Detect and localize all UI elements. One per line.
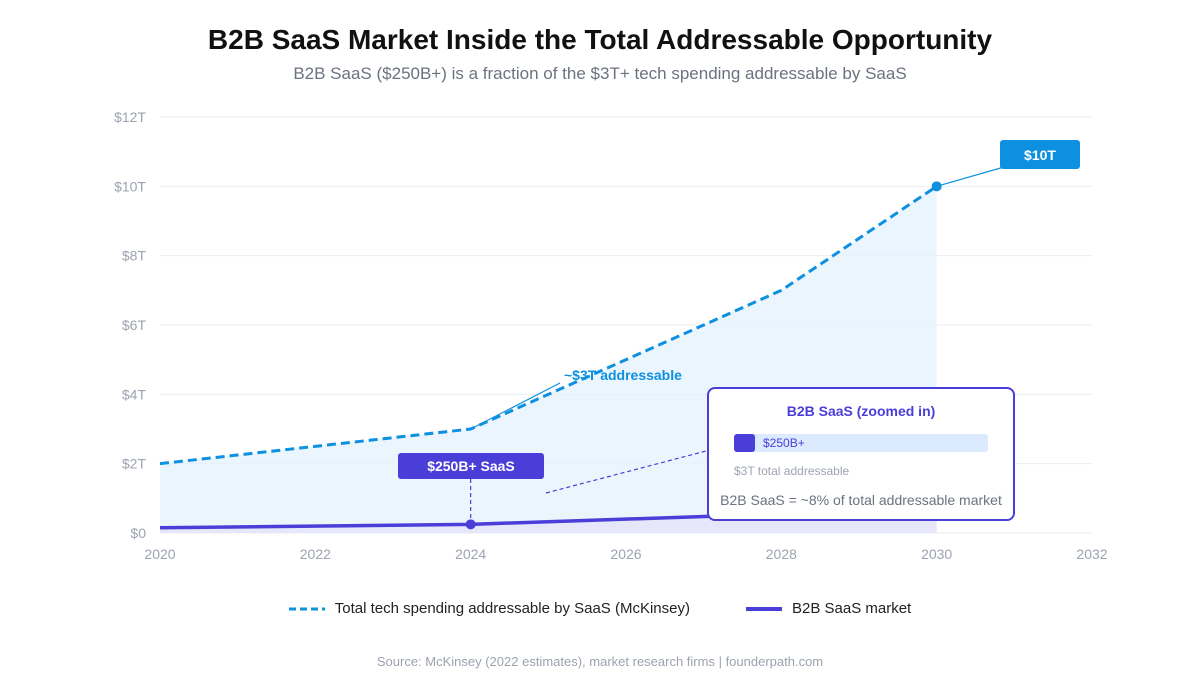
legend: Total tech spending addressable by SaaS …: [0, 600, 1200, 617]
legend-item-total: Total tech spending addressable by SaaS …: [288, 600, 690, 617]
series-line-total: [159, 185, 938, 466]
data-point-2024: [465, 519, 476, 530]
y-tick-label: $10T: [114, 178, 146, 194]
legend-label: B2B SaaS market: [791, 600, 912, 617]
x-tick-label: 2032: [1076, 546, 1107, 562]
y-tick-label: $12T: [114, 109, 146, 125]
y-tick-label: $2T: [122, 456, 147, 472]
y-tick-label: $6T: [122, 317, 147, 333]
zoom-bar-track: $250B+: [734, 434, 988, 452]
x-tick-label: 2030: [921, 546, 952, 562]
chart-title: B2B SaaS Market Inside the Total Address…: [207, 24, 993, 55]
zoom-inset: B2B SaaS (zoomed in) $250B+ $3T total ad…: [707, 387, 1015, 521]
label-saas: $250B+ SaaS: [427, 458, 515, 474]
annotation-leader: [470, 382, 561, 430]
zoom-bar-fill: [734, 434, 756, 452]
x-tick-label: 2028: [766, 546, 797, 562]
chart-subtitle: B2B SaaS ($250B+) is a fraction of the $…: [293, 64, 907, 83]
legend-swatch-solid: [745, 606, 782, 611]
label-saas-box: [398, 453, 544, 479]
x-tick-label: 2024: [455, 546, 486, 562]
legend-swatch-dashed: [288, 607, 325, 610]
label-10t-box: [1000, 140, 1080, 169]
x-tick-label: 2022: [300, 546, 331, 562]
zoom-percentage: B2B SaaS = ~8% of total addressable mark…: [720, 492, 1002, 508]
zoom-total: $3T total addressable: [734, 464, 850, 478]
x-tick-label: 2026: [610, 546, 641, 562]
annotation-leader: [936, 166, 1005, 187]
zoom-bar-label: $250B+: [763, 436, 805, 450]
legend-item-saas: B2B SaaS market: [745, 600, 912, 617]
y-tick-label: $0: [130, 525, 146, 541]
zoom-title: B2B SaaS (zoomed in): [786, 403, 936, 419]
y-tick-label: $8T: [122, 248, 147, 264]
annotation-addressable: ~$3T addressable: [564, 367, 682, 383]
x-tick-label: 2020: [144, 546, 175, 562]
legend-label: Total tech spending addressable by SaaS …: [334, 600, 690, 617]
source-note: Source: McKinsey (2022 estimates), marke…: [376, 654, 824, 669]
y-tick-label: $4T: [122, 386, 147, 402]
label-10t: $10T: [1024, 147, 1056, 163]
